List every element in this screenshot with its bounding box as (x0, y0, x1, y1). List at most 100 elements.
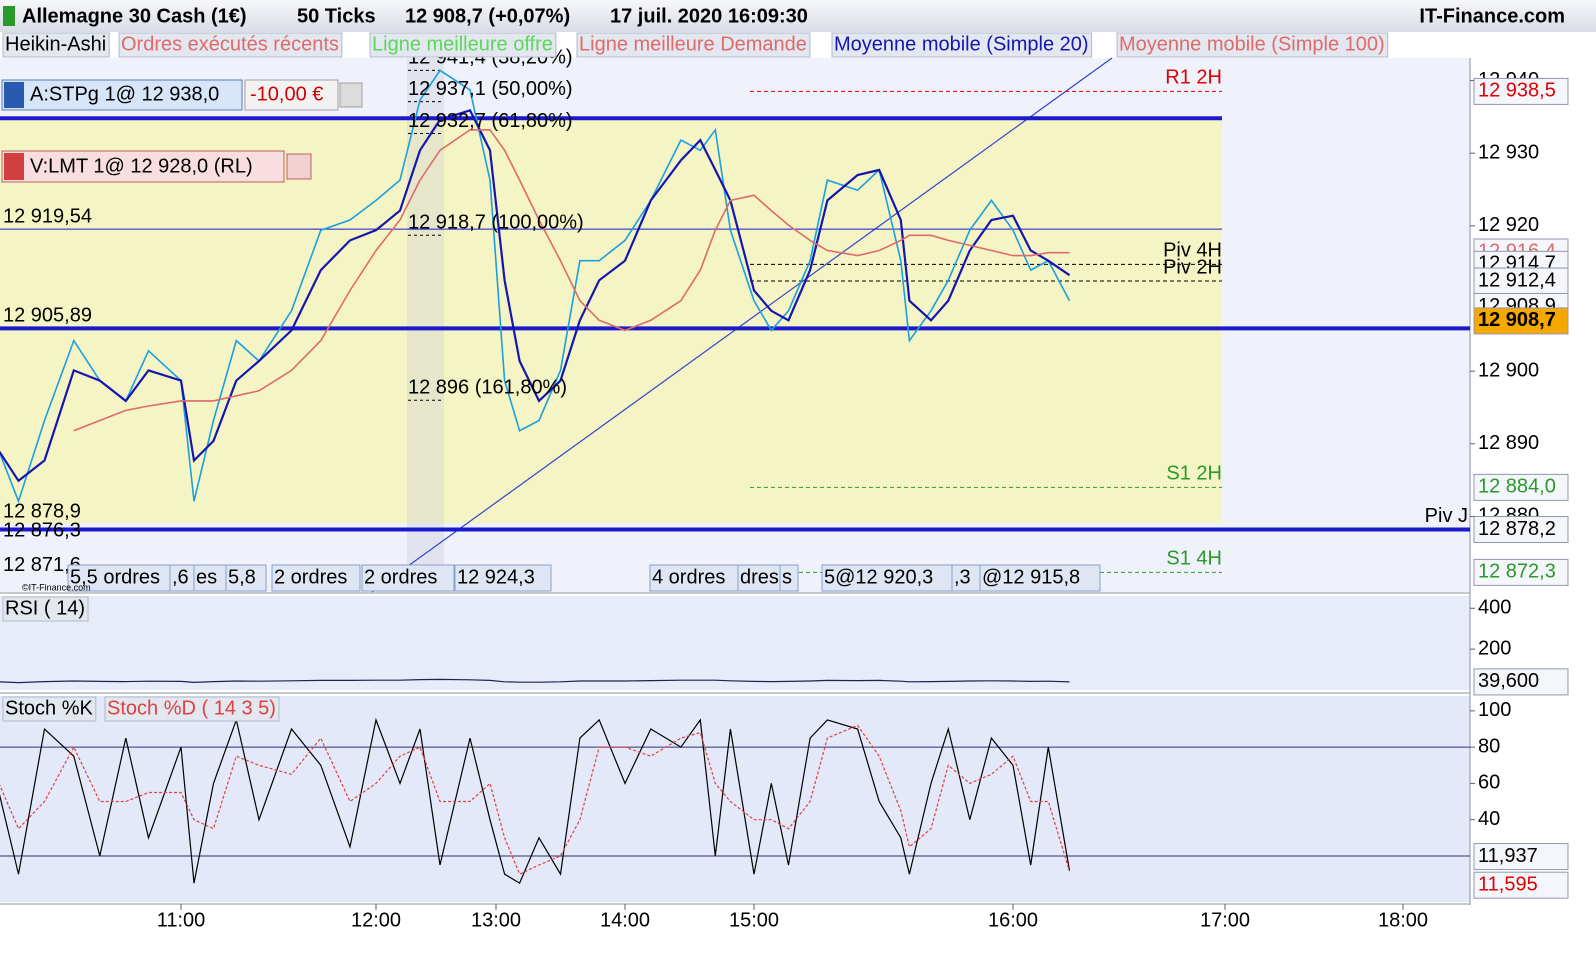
legend-entry: Moyenne mobile (Simple 100) (1119, 33, 1385, 55)
limit-order-icon (4, 153, 24, 180)
order-box-label: 2 ordres (364, 566, 437, 588)
stop-pnl-box (244, 79, 339, 111)
series-line (73, 129, 1070, 432)
header-bar (0, 0, 1596, 32)
order-box (225, 564, 267, 592)
marked-level-label: 12 876,3 (3, 520, 81, 542)
price-label-box (1473, 267, 1569, 295)
limit-order-text: V:LMT 1@ 12 928,0 (RL) (30, 155, 253, 177)
order-box-label: @12 915,8 (982, 566, 1080, 588)
plot-area (0, 69, 1071, 504)
interval: 50 Ticks (297, 5, 376, 27)
header-icon (3, 6, 15, 26)
order-box-label: 4 ordres (652, 566, 725, 588)
fib-label: 12 937,1 (50,00%) (408, 78, 573, 100)
legend-entry: Ordres exécutés récents (121, 33, 339, 55)
last-value-box (1473, 843, 1569, 871)
x-tick-label: 14:00 (600, 909, 650, 931)
fib-label: 12 918,7 (100,00%) (408, 212, 584, 234)
stop-order-text: A:STPg 1@ 12 938,0 (30, 83, 219, 105)
order-box (271, 564, 361, 592)
last-value-label: 39,600 (1478, 670, 1539, 692)
x-tick-label: 15:00 (729, 909, 779, 931)
price-label-box (1473, 516, 1569, 544)
price-label-box (1473, 558, 1569, 586)
y-tick-label: 40 (1478, 808, 1500, 830)
last-value-box (1473, 668, 1569, 696)
order-box-label: ,6 (172, 566, 189, 588)
datetime: 17 juil. 2020 16:09:30 (610, 5, 808, 27)
legend-entry: RSI ( 14) (5, 597, 85, 619)
stop-order-tag[interactable] (1, 79, 243, 111)
pivot-label: Piv 4H (1163, 240, 1222, 262)
legend-box (2, 696, 97, 722)
limit-order-tag[interactable] (1, 150, 285, 183)
order-box (979, 564, 1101, 592)
order-box (779, 564, 799, 592)
marked-level-label: 12 871,6 (3, 554, 81, 576)
price-label-box (1473, 307, 1569, 335)
brand: IT-Finance.com (1419, 5, 1565, 27)
legend-box (1116, 32, 1389, 58)
limit-cancel[interactable] (286, 153, 312, 180)
y-tick-label: 60 (1478, 772, 1500, 794)
pivot-label: S1 2H (1166, 463, 1222, 485)
stoch-panel (0, 696, 1470, 902)
order-box-label: 5,8 (228, 566, 256, 588)
rsi-panel (0, 596, 1470, 690)
y-tick-label: 12 930 (1478, 141, 1539, 163)
order-box (737, 564, 781, 592)
pivot-label: Piv J (1425, 505, 1468, 527)
stop-cancel[interactable] (339, 82, 363, 108)
order-box-label: 2 ordres (274, 566, 347, 588)
marked-level-label: 12 878,9 (3, 501, 81, 523)
order-box (649, 564, 739, 592)
y-tick-label: 12 900 (1478, 359, 1539, 381)
range-box (0, 118, 1222, 523)
last-value-box (1473, 871, 1569, 899)
legend-entry: Ligne meilleure Demande (579, 33, 807, 55)
plot-area (0, 717, 1071, 884)
pivot-label: Piv 2H (1163, 256, 1222, 278)
price-label-box (1473, 77, 1569, 105)
price-label: 12 884,0 (1478, 476, 1556, 498)
marked-level-label: 12 919,54 (3, 205, 92, 227)
series-line (0, 724, 1071, 875)
instrument: Allemagne 30 Cash (1€) (22, 5, 247, 27)
series-line (0, 717, 1071, 884)
order-box-label: 5@12 920,3 (824, 566, 933, 588)
series-line (0, 108, 1071, 483)
price-label: 12 878,2 (1478, 518, 1556, 540)
y-tick-label: 200 (1478, 637, 1511, 659)
pivot-label: R1 2H (1165, 67, 1222, 89)
marked-level-label: 12 905,89 (3, 305, 92, 327)
lines-layer (0, 69, 1470, 884)
price-label: 12 872,3 (1478, 561, 1556, 583)
y-tick-label: 100 (1478, 699, 1511, 721)
order-box-label: s (782, 566, 792, 588)
series-line (0, 69, 1071, 504)
y-tick-label: 12 920 (1478, 214, 1539, 236)
legend-box (831, 32, 1093, 58)
legend-box (104, 696, 280, 722)
fib-label: 12 896 (161,80%) (408, 376, 567, 398)
order-box-label: dres (740, 566, 779, 588)
legend-box (576, 32, 811, 58)
quote: 12 908,7 (+0,07%) (405, 5, 570, 27)
order-box-label: 12 924,3 (457, 566, 535, 588)
labels-layer: 11:00 12:00 13:00 14:00 15:00 16:00 17:00 18:00… (2, 32, 1569, 931)
x-tick-label: 11:00 (157, 909, 206, 931)
legend-box (118, 32, 343, 58)
order-box-label: es (196, 566, 217, 588)
order-box (454, 564, 552, 592)
legend-entry: Moyenne mobile (Simple 20) (834, 33, 1089, 55)
x-tick-label: 13:00 (471, 909, 521, 931)
last-value-label: 11,937 (1478, 845, 1538, 867)
legend-entry: Heikin-Ashi (5, 33, 106, 55)
x-tick-label: 17:00 (1200, 909, 1250, 931)
y-tick-label: 12 890 (1478, 432, 1539, 454)
trend-line (371, 57, 1113, 593)
order-box (361, 564, 455, 592)
legend-box (2, 596, 89, 622)
